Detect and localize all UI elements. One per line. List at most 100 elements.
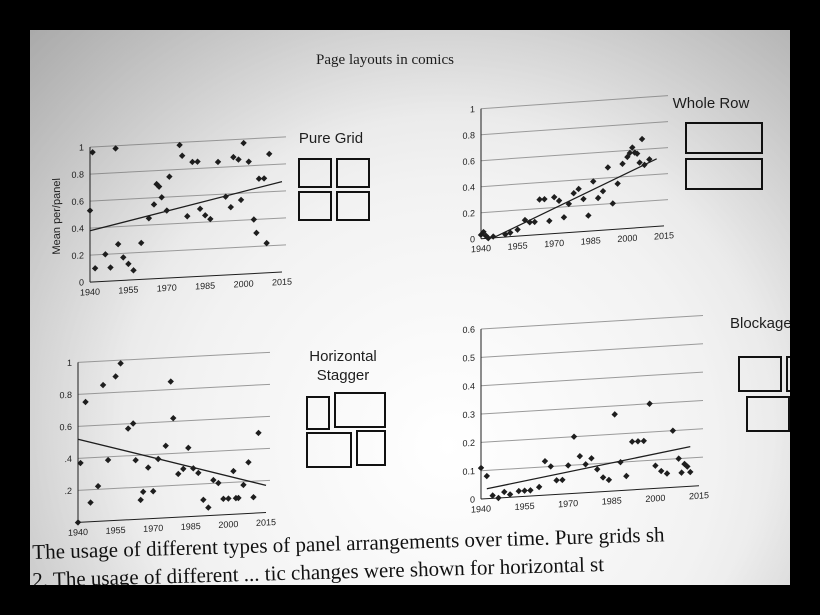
chart-whole-row: 0 0.2 0.4 0.6 0.8 1 1940 1955 1970 1985 2000 2015 [462,95,674,254]
data-point [536,196,543,203]
data-point [114,240,122,248]
data-point [629,144,636,151]
x-tick-label: 1970 [157,283,177,294]
x-tick-label: 2000 [645,493,665,504]
gridline [90,163,286,175]
data-point [237,196,245,204]
data-point [130,267,137,274]
x-tick-label: 2015 [272,277,292,288]
pure-grid-icon [298,158,372,222]
data-point [652,462,659,469]
data-point [678,469,685,476]
x-tick-label: 1970 [143,523,163,534]
data-point [669,427,677,434]
data-point [74,519,82,526]
data-point [150,488,157,495]
data-point [555,197,563,204]
x-tick-label: 1955 [106,525,126,536]
data-point [195,469,202,477]
data-point [634,438,642,445]
y-tick-label: .4 [64,454,72,464]
data-point [640,437,647,445]
y-tick-label: 0.6 [71,196,84,207]
x-tick-label: 1970 [558,498,578,509]
data-point [570,190,577,197]
layout-label-pure-grid: Pure Grid [298,130,364,147]
gridline [90,244,286,256]
data-point [628,438,636,445]
y-tick-label: 1 [470,104,475,114]
chart-horizontal-stagger: .2 .4 0.6 0.8 1 1940 1955 1970 1985 2000 2015 [59,351,276,538]
y-tick-label: 0.1 [462,466,475,477]
data-point [515,487,522,495]
data-point [196,205,204,213]
gridline [481,371,703,387]
y-tick-label: 0.6 [462,156,475,167]
data-point [89,149,96,156]
data-point [120,254,127,261]
data-point [594,194,602,202]
y-tick-label: 0.6 [59,422,72,433]
data-point [590,178,597,185]
data-point [663,470,671,477]
data-point [184,213,191,220]
y-tick-label: 0.3 [462,409,475,420]
data-point [641,161,648,169]
y-tick-label: 1 [79,142,84,152]
data-point [617,458,624,466]
x-tick-label: 1985 [181,521,201,532]
x-tick-label: 1940 [68,527,88,538]
x-tick-label: 2000 [617,233,637,244]
data-point [225,495,232,502]
data-point [112,373,119,380]
data-point [176,141,183,149]
data-point [501,488,508,496]
data-point [681,460,688,468]
data-point [125,260,132,268]
data-point [245,158,252,165]
data-point [624,153,631,161]
gridline [78,351,270,363]
data-point [547,463,554,470]
x-tick-label: 1940 [80,287,100,298]
y-tick-label: 0.6 [462,324,475,335]
y-tick-label: 0.8 [71,169,84,180]
data-point [626,149,634,157]
data-point [506,491,514,498]
data-point [490,233,497,240]
trend-line [89,180,283,232]
data-point [124,425,132,432]
trend-line [77,438,267,486]
data-point [507,229,514,236]
trend-line [486,445,691,490]
data-point [137,496,144,504]
data-point [687,468,694,476]
gridline [481,173,668,188]
data-point [684,463,691,470]
data-point [230,153,237,161]
data-point [215,479,222,487]
x-tick-label: 1940 [471,503,491,514]
y-tick-label: 0 [79,277,84,287]
gridline [481,428,703,443]
data-point [263,239,270,247]
x-tick-label: 1985 [195,281,215,292]
data-point [619,160,626,168]
data-point [594,466,601,473]
data-point [175,470,182,478]
x-tick-label: 1985 [581,235,601,246]
data-point [646,400,653,407]
layout-label-blockage: Blockage [730,315,790,332]
data-point [609,200,616,207]
data-point [631,149,638,156]
data-point [611,411,618,418]
data-point [94,482,102,490]
photo-frame: Page layouts in comics 0 0.2 0.4 0.6 0.8 1 194… [30,30,790,585]
x-axis [78,512,266,523]
x-tick-label: 1955 [118,285,138,296]
chart-blockage: 0 0.1 0.2 0.3 0.4 0.5 0.6 1940 1955 1970 1985 2000 2… [462,314,709,515]
data-point [150,201,158,208]
data-point [675,455,682,462]
data-point [535,483,543,491]
data-point [139,488,147,495]
